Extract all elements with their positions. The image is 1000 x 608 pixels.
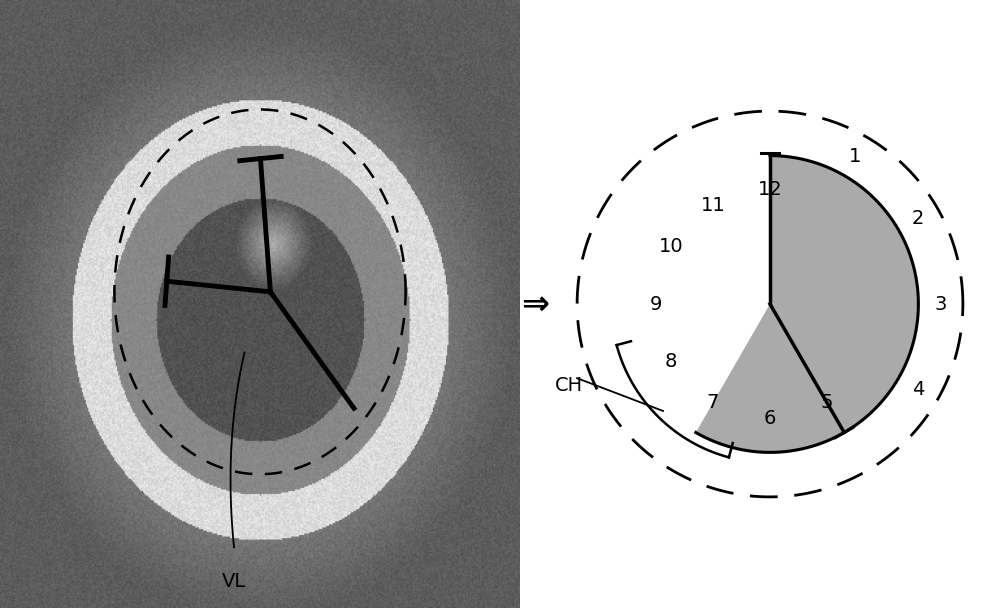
Text: 1: 1 <box>849 147 862 166</box>
Text: ⇒: ⇒ <box>521 288 549 320</box>
Text: 11: 11 <box>700 196 725 215</box>
Text: 2: 2 <box>912 209 924 228</box>
Text: 7: 7 <box>707 393 719 412</box>
Text: 10: 10 <box>659 237 683 257</box>
Text: 4: 4 <box>912 380 924 399</box>
Wedge shape <box>696 156 918 452</box>
Text: VL: VL <box>222 572 246 590</box>
Text: 5: 5 <box>821 393 833 412</box>
Text: 6: 6 <box>764 409 776 428</box>
Text: CH: CH <box>555 376 583 395</box>
Text: 12: 12 <box>758 180 782 199</box>
Text: 9: 9 <box>650 294 662 314</box>
Text: 8: 8 <box>665 351 677 371</box>
Text: 3: 3 <box>934 294 947 314</box>
